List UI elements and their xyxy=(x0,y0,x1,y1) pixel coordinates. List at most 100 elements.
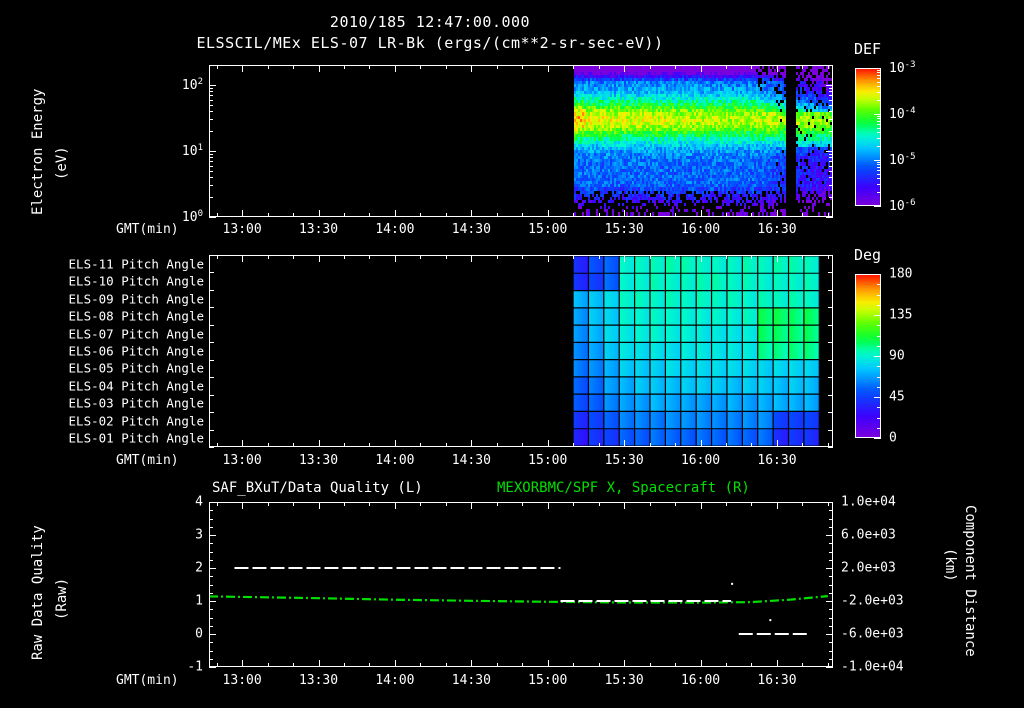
panel1-xtick xyxy=(675,65,676,69)
panel1-xtick xyxy=(471,65,472,72)
panel2-xtick xyxy=(420,255,421,259)
deg-colorbar-tick xyxy=(877,428,881,429)
panel1-ylabel-text: Electron Energy xyxy=(30,88,46,215)
panel1-xtick xyxy=(701,65,702,72)
panel3-ytick-right xyxy=(829,642,833,643)
panel1-ytick xyxy=(209,171,213,172)
panel1-ytick xyxy=(829,166,833,167)
panel1-ytick xyxy=(209,65,213,66)
panel3-xtick xyxy=(217,502,218,506)
panel1-ytick xyxy=(829,131,833,132)
panel1-xtick xyxy=(293,65,294,69)
panel2-ytick xyxy=(209,377,214,378)
def-colorbar-tick-label: 10-3 xyxy=(889,59,916,77)
panel3-xtick xyxy=(624,502,625,509)
deg-colorbar-tick xyxy=(874,274,881,275)
panel2-xtick xyxy=(726,255,727,259)
panel2-xtick xyxy=(319,255,320,262)
def-colorbar-tick xyxy=(877,128,881,129)
panel3-xtick xyxy=(344,663,345,667)
panel2-xtick xyxy=(573,255,574,259)
panel3-xtick xyxy=(217,663,218,667)
panel1-ytick xyxy=(209,166,213,167)
panel3-ytick-right xyxy=(829,609,833,610)
panel3-ylabel-left-text: Raw Data Quality xyxy=(30,525,46,660)
panel3-xtick-label: 15:30 xyxy=(604,673,644,688)
panel3-ytick-label-right: -1.0e+04 xyxy=(841,659,904,675)
pitch-angle-panel xyxy=(209,255,833,447)
panel2-ytick xyxy=(828,325,833,326)
def-colorbar-tick xyxy=(877,72,881,73)
deg-colorbar-tick xyxy=(874,397,881,398)
panel1-xtick xyxy=(726,213,727,217)
panel3-xtick xyxy=(268,502,269,506)
def-colorbar-tick xyxy=(877,100,881,101)
panel3-xtick xyxy=(802,663,803,667)
deg-colorbar-tick xyxy=(877,387,881,388)
def-colorbar-tick xyxy=(877,170,881,171)
pitch-angle-row-label: ELS-03 Pitch Angle xyxy=(68,395,204,411)
panel2-xtick xyxy=(726,443,727,447)
panel1-xtick xyxy=(624,65,625,72)
panel3-xtick xyxy=(497,663,498,667)
panel2-xtick xyxy=(268,443,269,447)
panel1-ytick xyxy=(209,197,213,198)
panel2-xtick xyxy=(573,443,574,447)
panel2-xtick-label: 16:00 xyxy=(680,453,721,468)
deg-colorbar-tick-label: 135 xyxy=(889,307,913,323)
panel2-xtick xyxy=(548,255,549,262)
panel3-ytick-left xyxy=(209,601,216,602)
panel1-xtick-label: 14:00 xyxy=(375,222,415,237)
panel3-ytick-right xyxy=(829,560,833,561)
panel1-ytick xyxy=(209,119,213,120)
panel3-xtick xyxy=(828,502,829,506)
panel3-ytick-label-left: 0 xyxy=(195,626,203,642)
panel3-ytick-left xyxy=(209,618,213,619)
panel1-ytick xyxy=(829,154,833,155)
panel3-ytick-left xyxy=(209,543,213,544)
panel3-title-right: MEXORBMC/SPF X, Spacecraft (R) xyxy=(497,480,750,496)
panel1-ytick xyxy=(209,100,213,101)
pitch-angle-row-label: ELS-02 Pitch Angle xyxy=(68,413,204,429)
panel3-xtick-label: 14:30 xyxy=(451,673,491,688)
data-quality-traces xyxy=(210,567,829,635)
panel3-ytick-left xyxy=(209,585,213,586)
def-colorbar-tick xyxy=(877,70,881,71)
panel2-xtick xyxy=(828,255,829,259)
panel1-xtick xyxy=(751,213,752,217)
panel3-ytick-right xyxy=(826,667,833,668)
panel3-xtick xyxy=(751,663,752,667)
panel2-xtick xyxy=(522,255,523,259)
panel3-xtick-label: 14:00 xyxy=(375,673,415,688)
panel2-xtick xyxy=(217,255,218,259)
panel3-xtick-label: 15:00 xyxy=(528,673,568,688)
panel1-ytick xyxy=(209,157,213,158)
panel1-xtick xyxy=(319,210,320,217)
panel3-xtick xyxy=(573,663,574,667)
panel1-ytick xyxy=(209,161,213,162)
panel1-xtick xyxy=(624,210,625,217)
panel2-ytick xyxy=(209,360,214,361)
panel2-xtick xyxy=(675,255,676,259)
panel1-xtick xyxy=(293,213,294,217)
panel2-ytick xyxy=(828,447,833,448)
panel1-ytick xyxy=(826,151,833,152)
panel3-ytick-left xyxy=(209,560,213,561)
panel1-ylabel: Electron Energy xyxy=(30,89,46,215)
def-colorbar-tick xyxy=(877,162,881,163)
panel2-ytick xyxy=(209,307,214,308)
panel3-ytick-left xyxy=(209,502,216,503)
panel3-xtick xyxy=(242,502,243,509)
panel3-ytick-label-right: 2.0e+03 xyxy=(841,560,896,576)
pitch-angle-row-label: ELS-07 Pitch Angle xyxy=(68,326,204,342)
panel3-ytick-left xyxy=(209,519,213,520)
panel3-xtick xyxy=(242,660,243,667)
panel1-xtick xyxy=(395,210,396,217)
panel1-ytick xyxy=(829,171,833,172)
panel3-ylabel-left-units-text: (Raw) xyxy=(54,577,70,620)
panel1-ytick xyxy=(829,105,833,106)
panel3-ytick-left xyxy=(209,634,216,635)
panel3-xtick xyxy=(777,660,778,667)
deg-colorbar-tick-label: 90 xyxy=(889,348,905,364)
def-colorbar-tick-label: 10-5 xyxy=(889,151,916,169)
